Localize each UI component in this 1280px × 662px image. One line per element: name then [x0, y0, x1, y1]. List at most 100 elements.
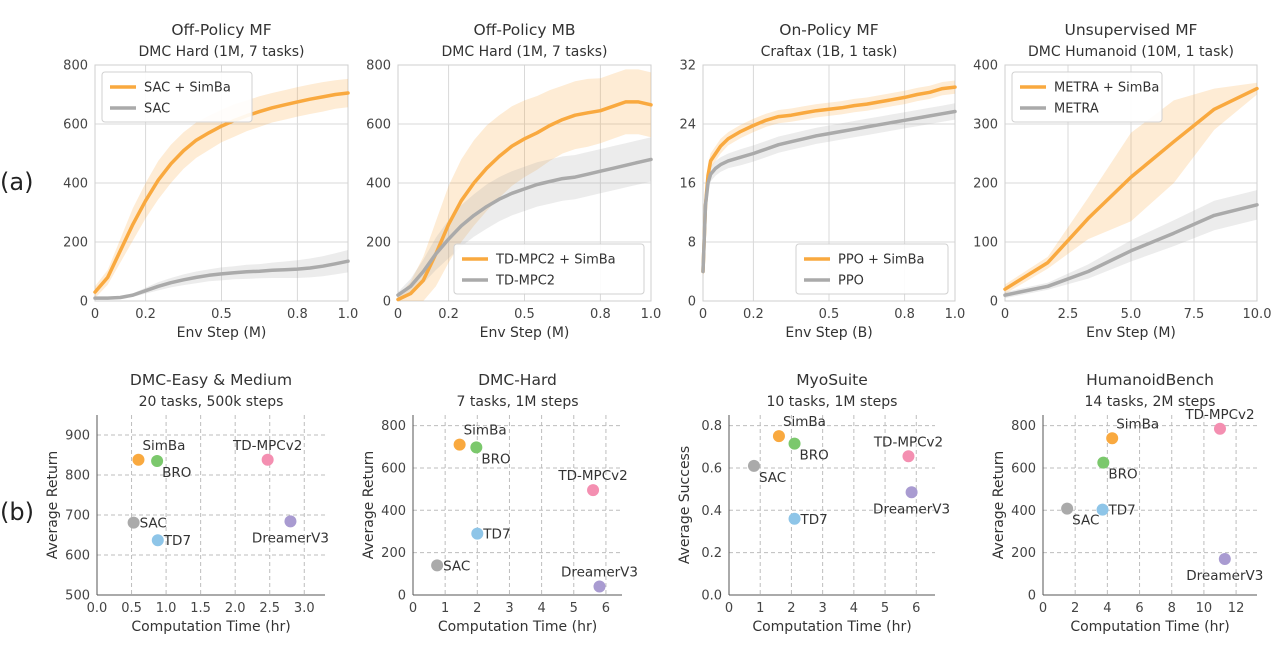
series-line-1	[396, 100, 653, 302]
x-tick-label: 0	[1001, 307, 1009, 322]
y-tick-label: 600	[63, 118, 88, 133]
chart-panel-6: DMC-Hard 7 tasks, 1M steps 0 1 2 3 4 5 6 0 200 400 6…	[361, 371, 638, 635]
chart-panel-5: DMC-Easy & Medium 20 tasks, 500k steps 0.0…	[45, 371, 329, 635]
point-label: SAC	[140, 516, 167, 532]
point-label: TD7	[482, 527, 510, 543]
legend: METRA + SimBa METRA	[1011, 71, 1163, 123]
chart-title: Unsupervised MF	[1065, 21, 1198, 39]
series-line-2	[93, 259, 350, 300]
x-tick-label: 2	[1071, 601, 1079, 616]
plot-frame	[94, 64, 349, 302]
x-axis-label: Env Step (M)	[1086, 325, 1176, 341]
x-axis-label: Computation Time (hr)	[1070, 619, 1229, 635]
y-tick-label: 400	[366, 177, 391, 192]
x-tick-label: 1.0	[641, 307, 662, 322]
x-axis-label: Computation Time (hr)	[752, 619, 911, 635]
row-label-b: (b)	[0, 498, 34, 526]
chart-subtitle: 7 tasks, 1M steps	[456, 394, 578, 410]
x-tick-label: 0	[699, 307, 707, 322]
x-tick-label: 1.0	[156, 601, 177, 616]
x-tick-label: 0.5	[819, 307, 840, 322]
y-tick-label: 0.0	[701, 589, 722, 604]
legend-box	[1011, 71, 1163, 123]
x-tick-label: 0.2	[743, 307, 764, 322]
y-tick-label: 0.2	[701, 546, 722, 561]
point-sac	[431, 559, 444, 572]
x-tick-label: 7.5	[1184, 307, 1205, 322]
x-tick-label: 5.0	[1121, 307, 1142, 322]
chart-subtitle: 10 tasks, 1M steps	[767, 394, 898, 410]
y-tick-label: 32	[679, 59, 696, 74]
chart-title: HumanoidBench	[1086, 371, 1214, 389]
x-tick-label: 4	[1103, 601, 1111, 616]
x-tick-label: 2.5	[1058, 307, 1079, 322]
y-tick-label: 800	[366, 59, 391, 74]
chart-panel-2: Off-Policy MB DMC Hard (1M, 7 tasks) 0 0.2 0…	[366, 21, 661, 341]
point-td7	[788, 512, 801, 525]
legend: PPO + SimBa PPO	[795, 243, 949, 295]
chart-title: Off-Policy MB	[474, 21, 576, 39]
point-dreamerv3	[593, 580, 606, 593]
x-tick-label: 0.0	[87, 601, 108, 616]
point-label: DreamerV3	[873, 501, 950, 517]
point-label: BRO	[1108, 467, 1137, 483]
chart-title: On-Policy MF	[779, 21, 879, 39]
series-band-1	[95, 78, 348, 299]
y-axis-label: Average Return	[361, 451, 377, 559]
y-tick-label: 400	[381, 504, 406, 519]
y-tick-label: 600	[366, 118, 391, 133]
chart-panel-7: MyoSuite 10 tasks, 1M steps 0 1 2 3 4 5 6 0.0 0.2 0…	[677, 371, 950, 635]
x-tick-label: 12	[1228, 601, 1245, 616]
point-label: SAC	[443, 558, 470, 574]
x-tick-label: 1.0	[945, 307, 966, 322]
x-tick-label: 0	[91, 307, 99, 322]
y-tick-label: 200	[63, 236, 88, 251]
point-label: SimBa	[464, 423, 507, 439]
y-tick-label: 200	[381, 546, 406, 561]
chart-panel-8: HumanoidBench 14 tasks, 2M steps 0 2 4 6 8 10 12…	[991, 371, 1263, 635]
point-label: BRO	[481, 451, 510, 467]
chart-grid: Off-Policy MF DMC Hard (1M, 7 tasks) 0 0.2 0…	[45, 21, 1271, 635]
y-tick-label: 0	[1028, 589, 1036, 604]
chart-title: MyoSuite	[796, 371, 868, 389]
point-label: SAC	[1072, 513, 1099, 529]
y-tick-label: 0	[383, 295, 391, 310]
y-axis-label: Average Return	[991, 451, 1007, 559]
point-label: SimBa	[1116, 416, 1159, 432]
point-td-mpcv2	[1213, 422, 1226, 435]
point-td7	[1096, 503, 1109, 516]
x-tick-label: 2	[473, 601, 481, 616]
y-tick-label: 0	[990, 295, 998, 310]
point-simba	[453, 438, 466, 451]
y-tick-label: 100	[973, 236, 998, 251]
point-simba	[772, 430, 785, 443]
chart-subtitle: 14 tasks, 2M steps	[1085, 394, 1216, 410]
legend-label-1: METRA + SimBa	[1054, 81, 1159, 96]
x-tick-label: 1.0	[338, 307, 359, 322]
y-tick-label: 800	[65, 469, 90, 484]
point-label: TD-MPCv2	[873, 434, 943, 450]
legend-label-2: TD-MPC2	[495, 274, 555, 289]
legend-label-1: PPO + SimBa	[838, 253, 924, 268]
series-line-1	[93, 91, 350, 294]
point-label: TD7	[1108, 503, 1136, 519]
point-label: TD7	[800, 512, 828, 528]
x-tick-label: 0	[394, 307, 402, 322]
row-label-a: (a)	[0, 168, 33, 196]
y-tick-label: 400	[973, 59, 998, 74]
y-tick-label: 200	[1011, 546, 1036, 561]
legend-box	[453, 243, 645, 295]
point-simba	[132, 453, 145, 466]
point-label: TD-MPCv2	[1184, 407, 1254, 423]
x-tick-label: 0.8	[590, 307, 611, 322]
x-tick-label: 3.0	[294, 601, 315, 616]
x-tick-label: 2	[787, 601, 795, 616]
x-tick-label: 2.5	[259, 601, 280, 616]
series-line-2	[1003, 203, 1259, 297]
legend: TD-MPC2 + SimBa TD-MPC2	[453, 243, 645, 295]
x-tick-label: 0	[409, 601, 417, 616]
series-band-2	[1005, 190, 1257, 299]
point-label: TD-MPCv2	[232, 438, 302, 454]
point-dreamerv3	[1218, 553, 1231, 565]
y-tick-label: 0	[688, 295, 696, 310]
